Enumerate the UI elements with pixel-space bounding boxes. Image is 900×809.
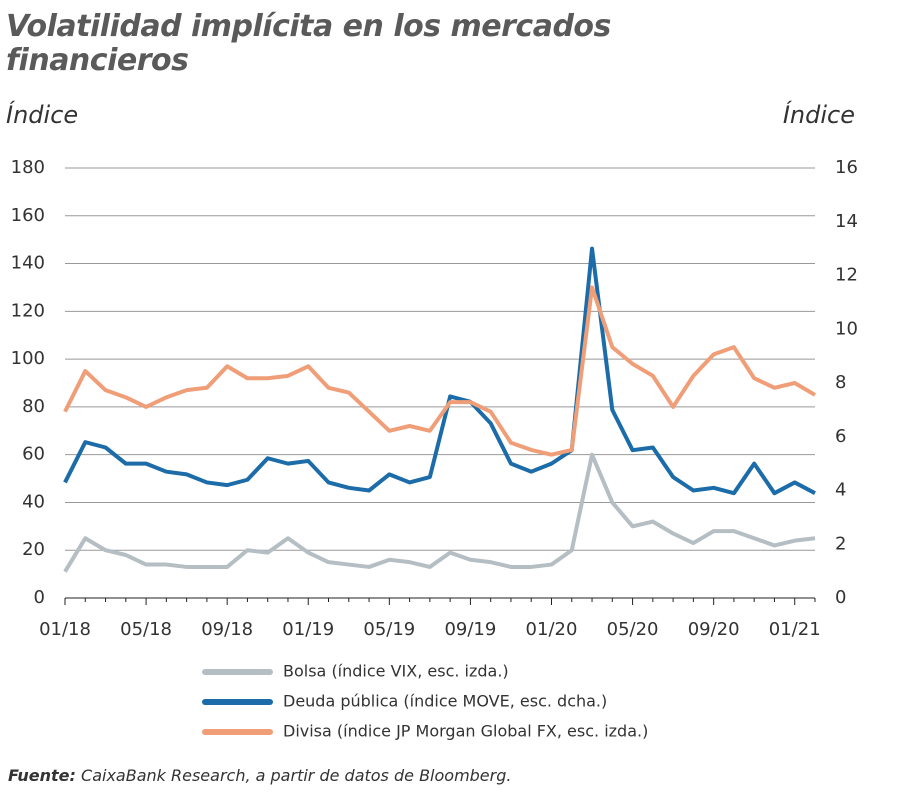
- y2-tick-label: 14: [835, 211, 858, 232]
- source-label: Fuente:: [8, 766, 76, 785]
- legend-label: Deuda pública (índice MOVE, esc. dcha.): [283, 692, 607, 711]
- source: Fuente: CaixaBank Research, a partir de …: [8, 766, 511, 785]
- x-tick-label: 05/19: [363, 619, 415, 640]
- x-tick-label: 09/18: [201, 619, 253, 640]
- series-line: [63, 452, 816, 573]
- y2-tick-label: 8: [835, 372, 846, 393]
- x-tick-label: 01/21: [769, 619, 821, 640]
- source-text: CaixaBank Research, a partir de datos de…: [81, 766, 512, 785]
- y2-tick-label: 10: [835, 318, 858, 339]
- x-tick-label: 09/19: [444, 619, 496, 640]
- y-tick-label: 40: [22, 491, 45, 512]
- y-tick-label: 160: [11, 205, 45, 226]
- y2-tick-label: 6: [835, 426, 846, 447]
- y-tick-label: 0: [34, 587, 45, 608]
- y2-axis-label: Índice: [783, 100, 855, 129]
- y-tick-label: 120: [11, 300, 45, 321]
- y-tick-label: 60: [22, 444, 45, 465]
- y-tick-label: 180: [11, 157, 45, 178]
- x-tick-label: 09/20: [688, 619, 740, 640]
- x-tick-label: 01/20: [526, 619, 578, 640]
- y2-tick-label: 0: [835, 587, 846, 608]
- series-line: [63, 246, 816, 496]
- chart-title: Volatilidad implícita en los mercados fi…: [6, 9, 611, 78]
- y-axis-label: Índice: [6, 100, 78, 129]
- y2-tick-label: 4: [835, 480, 846, 501]
- x-tick-label: 05/20: [607, 619, 659, 640]
- y2-tick-label: 2: [835, 533, 846, 554]
- y-tick-label: 100: [11, 348, 45, 369]
- x-tick-label: 01/19: [282, 619, 334, 640]
- y-tick-label: 80: [22, 396, 45, 417]
- legend-label: Bolsa (índice VIX, esc. izda.): [283, 662, 509, 681]
- x-tick-label: 05/18: [120, 619, 172, 640]
- y-tick-label: 20: [22, 539, 45, 560]
- legend-label: Divisa (índice JP Morgan Global FX, esc.…: [283, 722, 648, 741]
- y2-tick-label: 12: [835, 265, 858, 286]
- chart: Índice Índice 0 20 40 60 80 100 120 140 160 180 0 2…: [6, 100, 858, 741]
- x-tick-label: 01/18: [39, 619, 91, 640]
- y2-tick-label: 16: [835, 157, 858, 178]
- series-line: [63, 285, 817, 457]
- y-tick-label: 140: [11, 253, 45, 274]
